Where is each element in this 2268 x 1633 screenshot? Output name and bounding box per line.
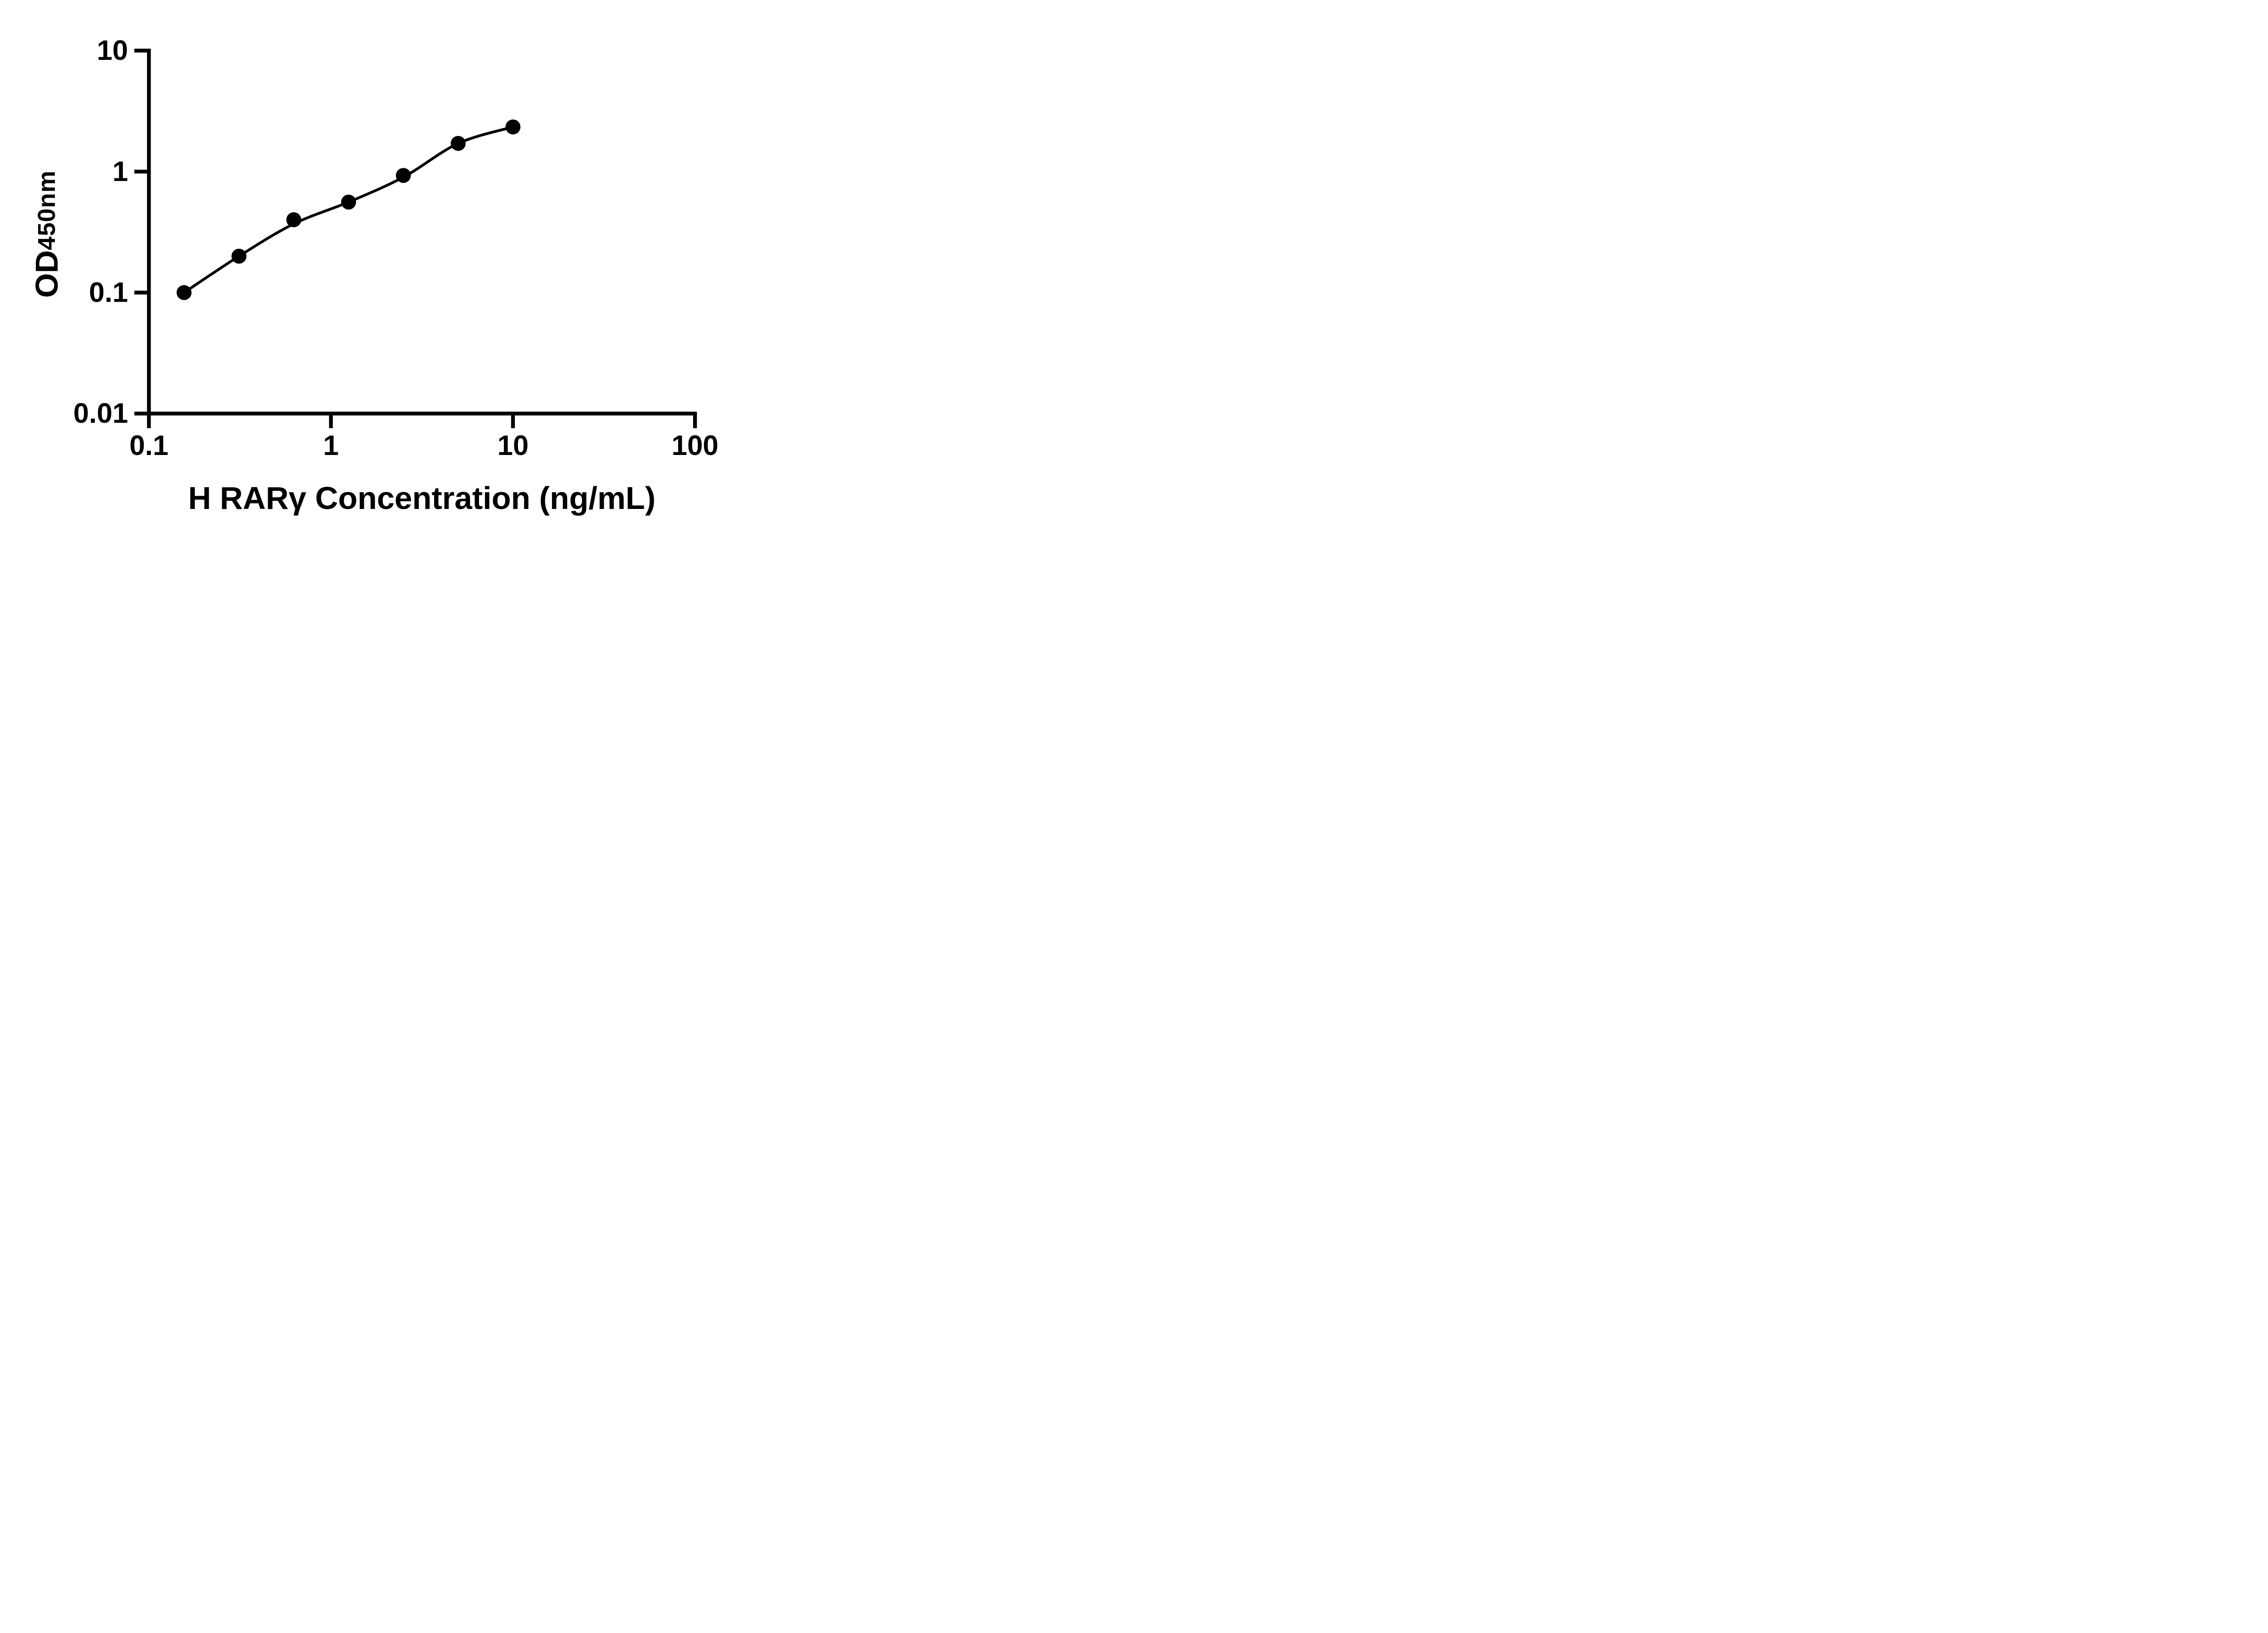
data-point	[396, 168, 411, 183]
data-point	[450, 136, 466, 151]
x-tick-label: 100	[671, 430, 718, 461]
y-tick-label: 10	[97, 35, 128, 66]
y-tick-label: 0.01	[73, 398, 128, 429]
data-point	[231, 249, 247, 264]
x-axis-title: H RARγ Concentration (ng/mL)	[188, 480, 656, 516]
data-point	[286, 212, 302, 227]
y-axis-label: OD450nm	[29, 170, 64, 298]
y-axis-label-subscript: 450nm	[33, 170, 60, 250]
y-axis-label-main: OD	[29, 250, 64, 298]
x-tick-label: 10	[497, 430, 528, 461]
elisa-standard-curve-figure: 0.01 0.1 1 10 0.1 1 10 100 OD450nm H RARγ Conce…	[0, 0, 777, 544]
x-tick-label: 1	[323, 430, 338, 461]
data-point	[176, 285, 192, 300]
data-point	[341, 194, 356, 210]
fit-curve	[183, 125, 513, 294]
x-tick-label: 0.1	[129, 430, 168, 461]
data-point	[505, 119, 521, 135]
y-tick-label: 0.1	[89, 277, 128, 308]
y-tick-label: 1	[112, 156, 128, 187]
